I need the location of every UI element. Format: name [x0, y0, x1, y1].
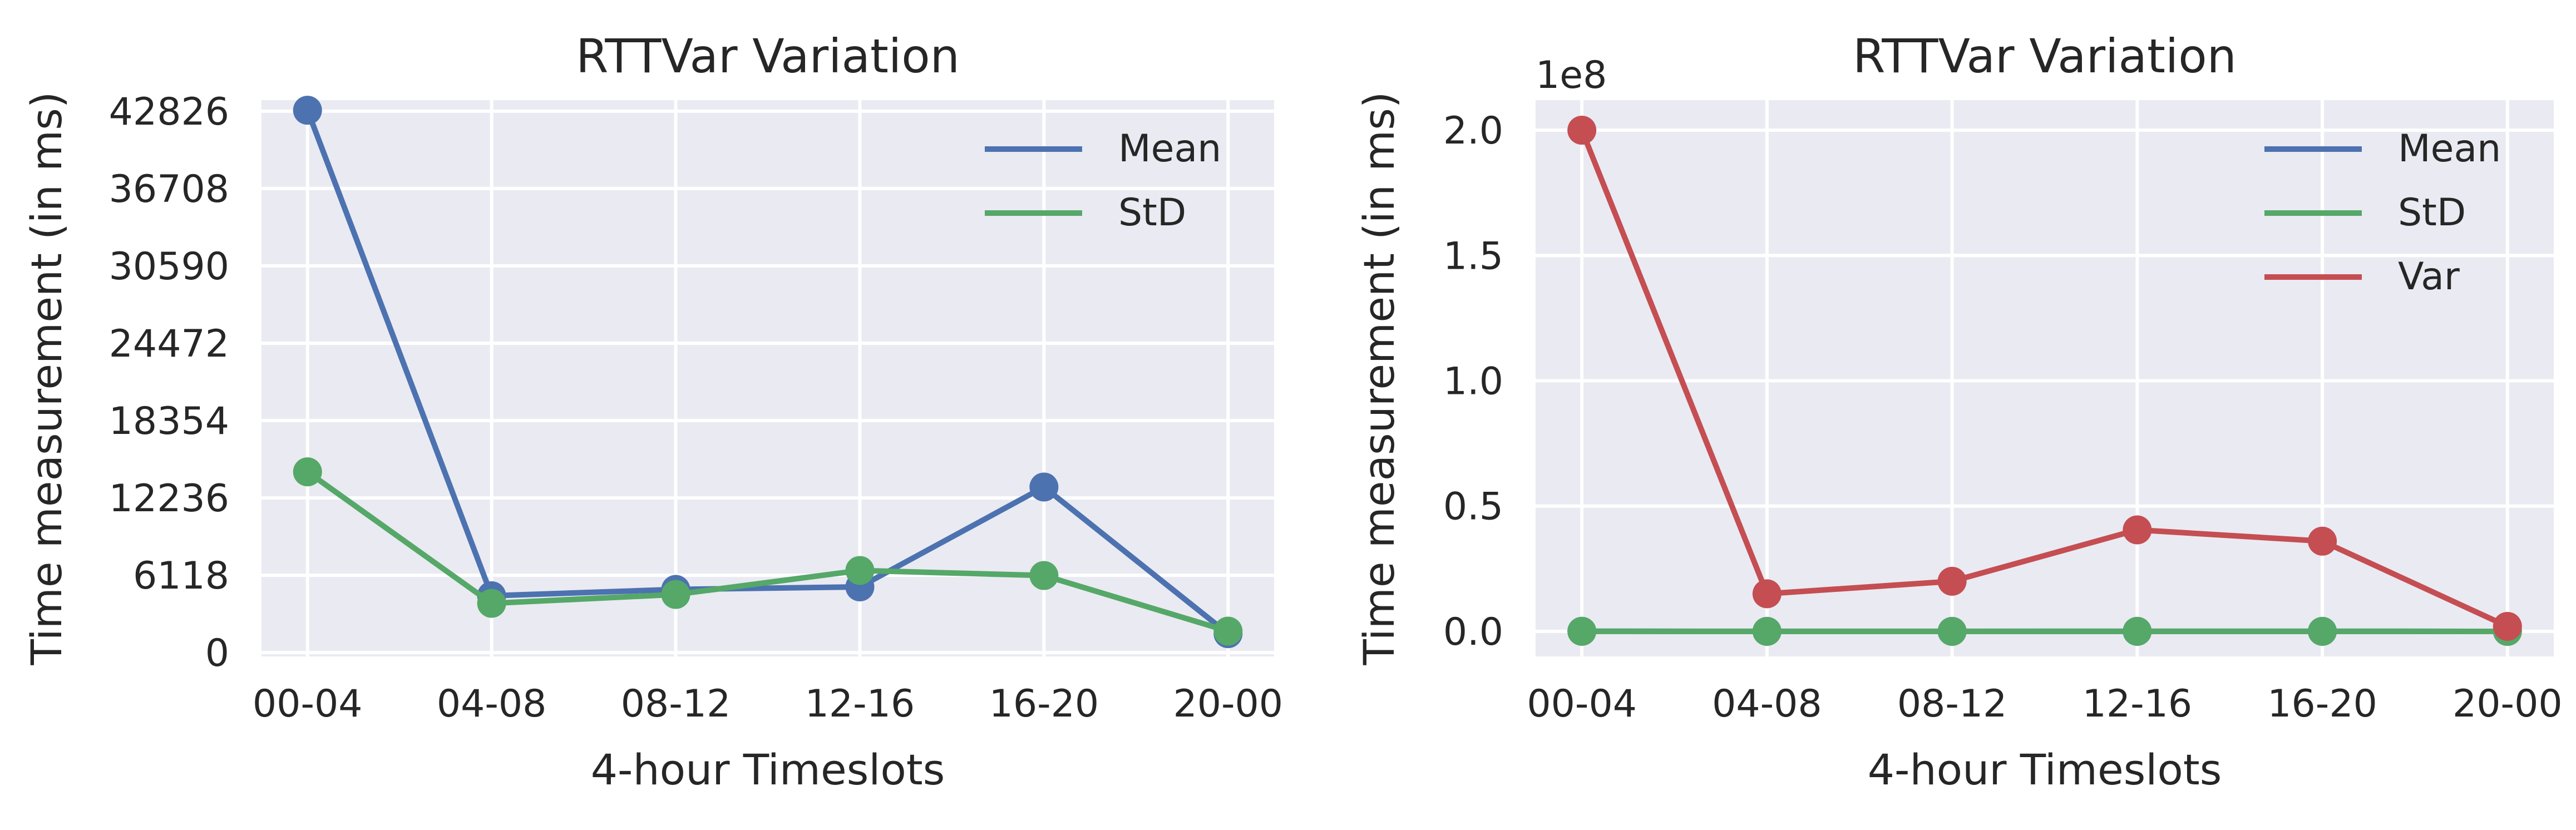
legend-label: Var: [2398, 255, 2460, 299]
data-point-var: [2123, 515, 2152, 545]
x-tick-label: 12-16: [805, 682, 915, 726]
data-point-var: [1752, 579, 1782, 609]
data-point-std: [293, 457, 322, 487]
data-point-std: [1937, 616, 1967, 646]
chart-title: RTTVar Variation: [576, 29, 960, 83]
data-point-std: [661, 580, 690, 609]
chart-title: RTTVar Variation: [1853, 29, 2237, 83]
y-tick-label: 36708: [109, 167, 229, 211]
y-tick-label: 24472: [109, 322, 229, 366]
y-axis-label: Time measurement (in ms): [1354, 92, 1404, 666]
legend-label: Mean: [2398, 127, 2501, 171]
data-point-std: [2123, 616, 2152, 646]
y-tick-label: 0.0: [1443, 610, 1503, 654]
series-line-var: [1579, 129, 2509, 629]
y-tick-label: 6118: [133, 554, 229, 598]
y-axis-label: Time measurement (in ms): [22, 92, 71, 666]
series-line-std: [305, 470, 1229, 634]
y-offset-label: 1e8: [1536, 53, 1607, 97]
plot-area: [1536, 100, 2554, 656]
x-tick-label: 08-12: [621, 682, 731, 726]
x-tick-label: 08-12: [1897, 682, 2007, 726]
y-tick-label: 1.5: [1443, 234, 1503, 278]
data-point-var: [1937, 566, 1967, 596]
y-tick-label: 0: [205, 631, 229, 675]
series-line-mean: [305, 109, 1230, 636]
plot-area: [261, 100, 1274, 656]
y-tick-label: 18354: [109, 399, 229, 443]
y-tick-label: 2.0: [1443, 109, 1503, 153]
x-tick-label: 04-08: [437, 682, 547, 726]
x-tick-label: 16-20: [989, 682, 1099, 726]
data-point-std: [1213, 616, 1243, 646]
legend-label: Mean: [1118, 127, 1221, 171]
legend-label: StD: [2398, 191, 2466, 235]
data-point-mean: [293, 96, 322, 125]
legend-label: StD: [1118, 191, 1186, 235]
chart-left: 0 6118 12236 18354 24472 30590 36708 42826 00-04…: [22, 29, 1283, 794]
y-tick-label: 12236: [109, 477, 229, 521]
data-point-std: [845, 556, 875, 585]
y-tick-label: 0.5: [1443, 485, 1503, 529]
data-point-std: [1567, 616, 1597, 646]
x-tick-label: 16-20: [2267, 682, 2377, 726]
x-tick-label: 12-16: [2082, 682, 2193, 726]
x-tick-label: 20-00: [2452, 682, 2563, 726]
y-tick-label: 30590: [109, 245, 229, 289]
x-tick-label: 00-04: [1527, 682, 1637, 726]
data-point-std: [2308, 616, 2337, 646]
x-tick-label: 00-04: [253, 682, 363, 726]
data-point-std: [1752, 616, 1782, 646]
data-point-std: [477, 589, 506, 618]
x-tick-label: 20-00: [1173, 682, 1283, 726]
data-point-mean: [1029, 472, 1059, 502]
data-point-var: [2493, 611, 2522, 641]
data-point-std: [1029, 561, 1059, 590]
chart-right: 0.0 0.5 1.0 1.5 2.0 00-04 04-08 08-12 12-16 16-20…: [1354, 29, 2563, 794]
x-tick-label: 04-08: [1712, 682, 1822, 726]
y-tick-label: 1.0: [1443, 360, 1503, 404]
data-point-var: [2308, 526, 2337, 556]
x-axis-label: 4-hour Timeslots: [591, 745, 945, 794]
data-point-var: [1567, 116, 1597, 145]
y-tick-label: 42826: [109, 90, 229, 134]
x-axis-label: 4-hour Timeslots: [1868, 745, 2222, 794]
